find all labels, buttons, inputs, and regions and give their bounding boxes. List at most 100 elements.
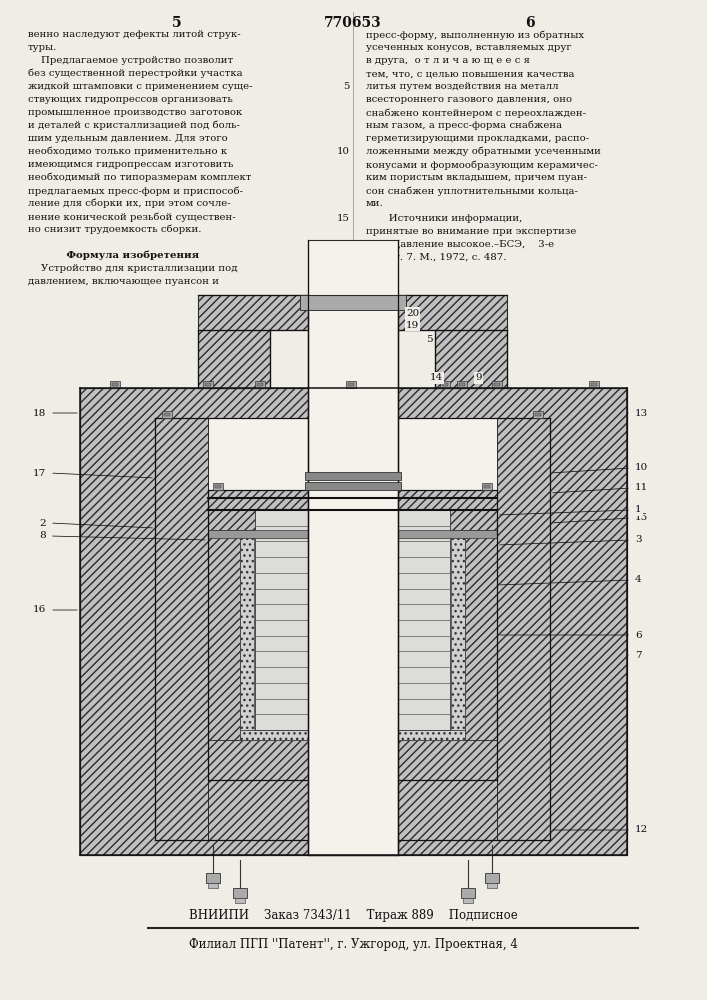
Text: 5: 5 (173, 16, 182, 30)
Polygon shape (463, 898, 473, 903)
Text: 20: 20 (406, 308, 419, 318)
Polygon shape (535, 413, 541, 416)
Polygon shape (215, 485, 221, 488)
Text: 6: 6 (635, 631, 642, 640)
Text: 10: 10 (635, 464, 648, 473)
Polygon shape (308, 295, 398, 855)
Text: всестороннего газового давления, оно: всестороннего газового давления, оно (366, 95, 572, 104)
Polygon shape (442, 383, 448, 386)
Polygon shape (208, 490, 240, 740)
Text: 15: 15 (635, 514, 648, 522)
Text: 12: 12 (635, 826, 648, 834)
Polygon shape (255, 510, 450, 730)
Polygon shape (589, 381, 599, 388)
Polygon shape (484, 485, 490, 488)
Text: ким пористым вкладышем, причем пуан-: ким пористым вкладышем, причем пуан- (366, 173, 587, 182)
Polygon shape (494, 383, 500, 386)
Polygon shape (255, 381, 265, 388)
Text: 2: 2 (40, 518, 46, 528)
Text: ВНИИПИ    Заказ 7343/11    Тираж 889    Подписное: ВНИИПИ Заказ 7343/11 Тираж 889 Подписное (189, 909, 518, 922)
Text: венно наследуют дефекты литой струк-: венно наследуют дефекты литой струк- (28, 30, 240, 39)
Polygon shape (203, 381, 213, 388)
Text: 1. Давление высокое.–БСЭ,    3-е: 1. Давление высокое.–БСЭ, 3-е (366, 240, 554, 249)
Polygon shape (198, 330, 270, 388)
Text: 4: 4 (635, 576, 642, 584)
Polygon shape (459, 383, 465, 386)
Text: снабжено контейнером с переохлажден-: снабжено контейнером с переохлажден- (366, 108, 586, 117)
Polygon shape (300, 295, 406, 310)
Text: 15: 15 (337, 214, 350, 223)
Text: 5: 5 (426, 336, 433, 344)
Text: 7: 7 (635, 650, 642, 660)
Polygon shape (208, 780, 497, 840)
Polygon shape (240, 730, 465, 740)
Text: шим удельным давлением. Для этого: шим удельным давлением. Для этого (28, 134, 228, 143)
Polygon shape (492, 381, 502, 388)
Text: промышленное производство заготовок: промышленное производство заготовок (28, 108, 243, 117)
Text: конусами и формообразующим керамичес-: конусами и формообразующим керамичес- (366, 160, 598, 169)
Text: 11: 11 (635, 484, 648, 492)
Polygon shape (497, 418, 550, 840)
Text: 18: 18 (33, 408, 46, 418)
Polygon shape (451, 510, 465, 730)
Polygon shape (235, 898, 245, 903)
Text: 8: 8 (40, 532, 46, 540)
Text: предлагаемых пресс-форм и приспособ-: предлагаемых пресс-форм и приспособ- (28, 186, 243, 196)
Text: Предлагаемое устройство позволит: Предлагаемое устройство позволит (28, 56, 233, 65)
Text: туры.: туры. (28, 43, 57, 52)
Text: необходимый по типоразмерам комплект: необходимый по типоразмерам комплект (28, 173, 252, 182)
Text: необходимо только применительно к: необходимо только применительно к (28, 147, 227, 156)
Polygon shape (208, 490, 308, 530)
Polygon shape (208, 530, 308, 538)
Text: Источники информации,: Источники информации, (366, 214, 522, 223)
Text: ми.: ми. (366, 199, 384, 208)
Polygon shape (457, 381, 467, 388)
Polygon shape (346, 381, 356, 388)
Text: изд., т. 7. М., 1972, с. 487.: изд., т. 7. М., 1972, с. 487. (366, 253, 506, 262)
Polygon shape (482, 483, 492, 490)
Text: без существенной перестройки участка: без существенной перестройки участка (28, 69, 243, 79)
Text: Устройство для кристаллизации под: Устройство для кристаллизации под (28, 264, 238, 273)
Polygon shape (591, 383, 597, 386)
Polygon shape (208, 883, 218, 888)
Polygon shape (348, 383, 354, 386)
Polygon shape (206, 873, 220, 883)
Text: имеющимся гидропрессам изготовить: имеющимся гидропрессам изготовить (28, 160, 233, 169)
Polygon shape (155, 418, 550, 840)
Text: ложенными между обратными усеченными: ложенными между обратными усеченными (366, 147, 601, 156)
Text: Формула изобретения: Формула изобретения (28, 251, 199, 260)
Polygon shape (205, 383, 211, 386)
Polygon shape (233, 888, 247, 898)
Text: жидкой штамповки с применением суще-: жидкой штамповки с применением суще- (28, 82, 252, 91)
Text: 1: 1 (635, 506, 642, 514)
Text: сон снабжен уплотнительными кольца-: сон снабжен уплотнительными кольца- (366, 186, 578, 196)
Text: 16: 16 (33, 605, 46, 614)
Polygon shape (461, 888, 475, 898)
Polygon shape (435, 330, 507, 388)
Text: 6: 6 (525, 16, 534, 30)
Text: 10: 10 (337, 147, 350, 156)
Polygon shape (257, 383, 263, 386)
Polygon shape (164, 413, 170, 416)
Polygon shape (533, 411, 543, 418)
Text: 770653: 770653 (324, 16, 382, 30)
Text: ным газом, а пресс-форма снабжена: ным газом, а пресс-форма снабжена (366, 121, 562, 130)
Polygon shape (305, 482, 401, 490)
Polygon shape (487, 883, 497, 888)
Text: и деталей с кристаллизацией под боль-: и деталей с кристаллизацией под боль- (28, 121, 240, 130)
Text: герметизирующими прокладками, распо-: герметизирующими прокладками, распо- (366, 134, 589, 143)
Polygon shape (485, 873, 499, 883)
Text: 19: 19 (406, 320, 419, 330)
Text: в друга,  о т л и ч а ю щ е е с я: в друга, о т л и ч а ю щ е е с я (366, 56, 530, 65)
Text: 14: 14 (430, 373, 443, 382)
Text: ствующих гидропрессов организовать: ствующих гидропрессов организовать (28, 95, 233, 104)
Polygon shape (80, 388, 627, 855)
Text: 3: 3 (635, 536, 642, 544)
Polygon shape (305, 472, 401, 480)
Text: принятые во внимание при экспертизе: принятые во внимание при экспертизе (366, 227, 576, 236)
Text: литья путем воздействия на металл: литья путем воздействия на металл (366, 82, 559, 91)
Text: Филиал ПГП ''Патент'', г. Ужгород, ул. Проектная, 4: Филиал ПГП ''Патент'', г. Ужгород, ул. П… (189, 938, 518, 951)
Text: 17: 17 (33, 468, 46, 478)
Polygon shape (440, 381, 450, 388)
Polygon shape (110, 381, 120, 388)
